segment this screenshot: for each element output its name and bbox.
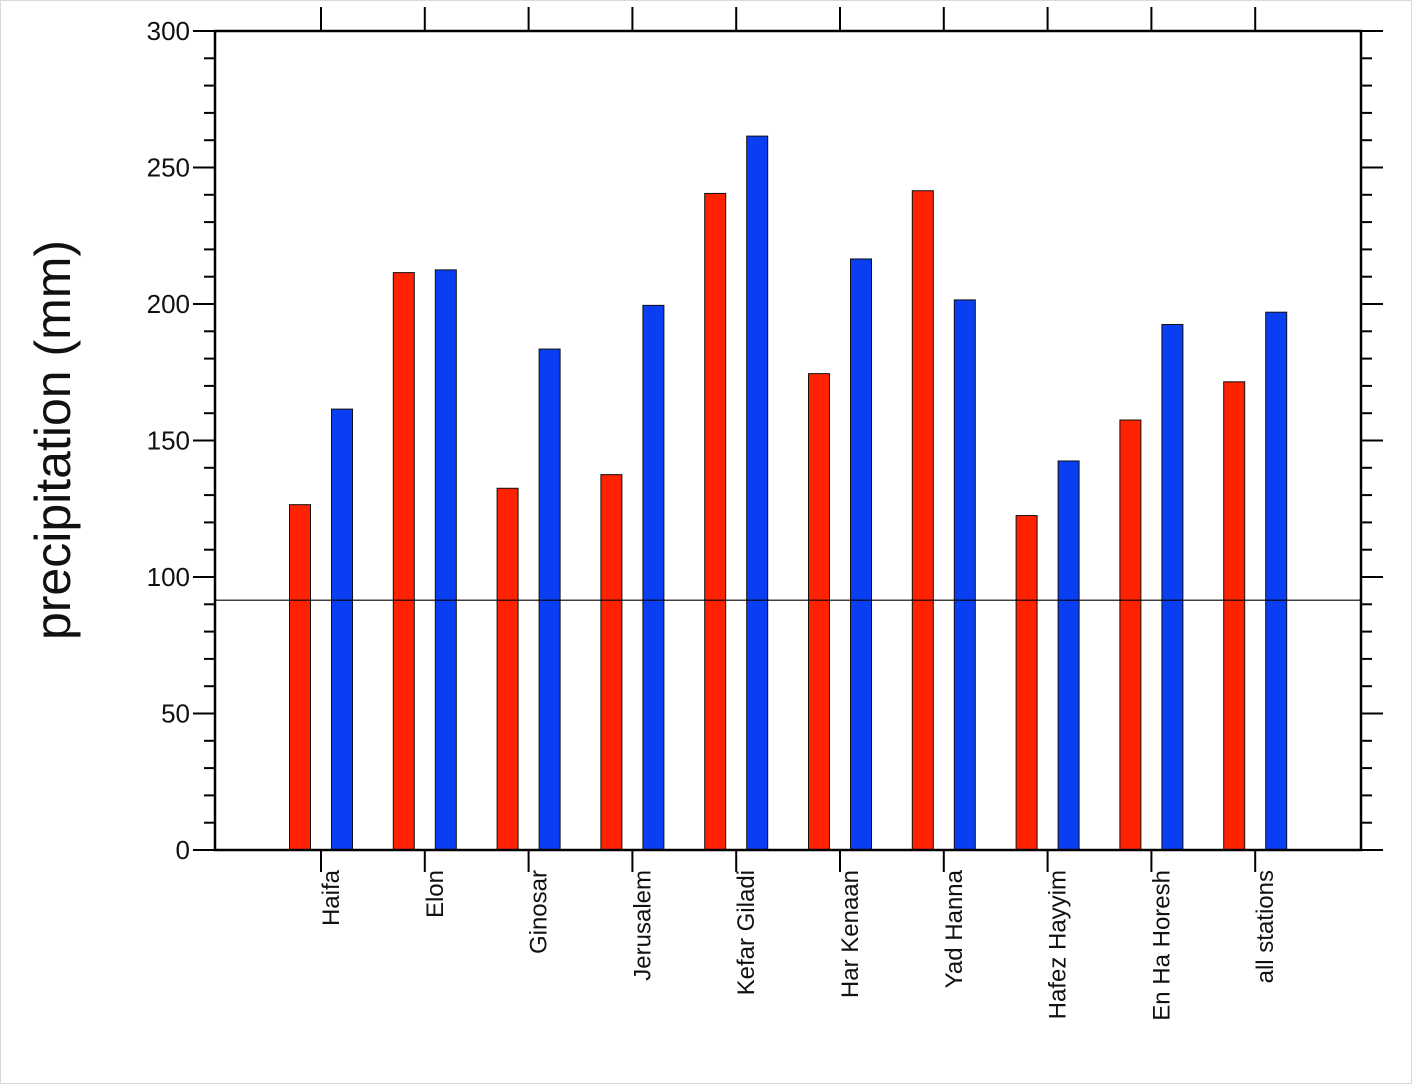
x-category-label: all stations bbox=[1252, 870, 1279, 983]
y-tick-label: 50 bbox=[161, 699, 190, 729]
bar-red-yad-hanna bbox=[911, 190, 934, 851]
x-category-label: Elon bbox=[422, 870, 449, 918]
y-tick-label: 0 bbox=[176, 835, 190, 865]
x-category-label: Hafez Hayyim bbox=[1045, 870, 1072, 1019]
bar-red-all-stations bbox=[1223, 381, 1246, 851]
x-category-label: Haifa bbox=[318, 869, 345, 926]
x-category-label: Kefar Giladi bbox=[733, 870, 760, 995]
bar-red-elon bbox=[392, 272, 415, 851]
y-tick-labels: 0 50 100 150 200 250 300 bbox=[147, 16, 190, 865]
y-tick-label: 250 bbox=[147, 153, 190, 183]
bar-blue-har-kenaan bbox=[850, 258, 872, 851]
bar-red-har-kenaan bbox=[808, 373, 830, 851]
y-tick-label: 100 bbox=[147, 562, 190, 592]
bar-blue-yad-hanna bbox=[953, 299, 976, 851]
bar-red-jerusalem bbox=[600, 474, 623, 851]
plot-frame bbox=[213, 29, 1363, 852]
y-tick-label: 150 bbox=[147, 426, 190, 456]
bar-blue-elon bbox=[434, 269, 457, 851]
x-category-label: En Ha Horesh bbox=[1148, 870, 1175, 1021]
bar-blue-jerusalem bbox=[642, 304, 665, 851]
bar-blue-hafez-hayyim bbox=[1057, 460, 1080, 851]
bar-red-haifa bbox=[289, 504, 311, 851]
y-tick-label: 300 bbox=[147, 16, 190, 46]
bar-blue-en-ha-horesh bbox=[1161, 323, 1184, 851]
bar-red-ginosar bbox=[496, 487, 519, 851]
bar-red-en-ha-horesh bbox=[1119, 419, 1142, 851]
bar-red-hafez-hayyim bbox=[1015, 515, 1038, 851]
bar-red-kefar-giladi bbox=[704, 192, 727, 851]
bar-blue-kefar-giladi bbox=[746, 135, 769, 851]
axes-group bbox=[193, 7, 1383, 872]
bar-blue-all-stations bbox=[1265, 311, 1288, 851]
x-category-label: Har Kenaan bbox=[837, 870, 864, 998]
y-tick-label: 200 bbox=[147, 289, 190, 319]
bar-blue-haifa bbox=[331, 408, 353, 851]
x-category-labels: Haifa Elon Ginosar Jerusalem Kefar Giladi Har… bbox=[318, 869, 1279, 1020]
x-category-label: Yad Hanna bbox=[941, 869, 968, 988]
bar-blue-ginosar bbox=[538, 348, 561, 851]
bars-group bbox=[289, 135, 1288, 851]
x-category-label: Ginosar bbox=[526, 870, 553, 954]
x-category-label: Jerusalem bbox=[629, 870, 656, 981]
y-axis-title: precipitation (mm) bbox=[25, 240, 81, 640]
